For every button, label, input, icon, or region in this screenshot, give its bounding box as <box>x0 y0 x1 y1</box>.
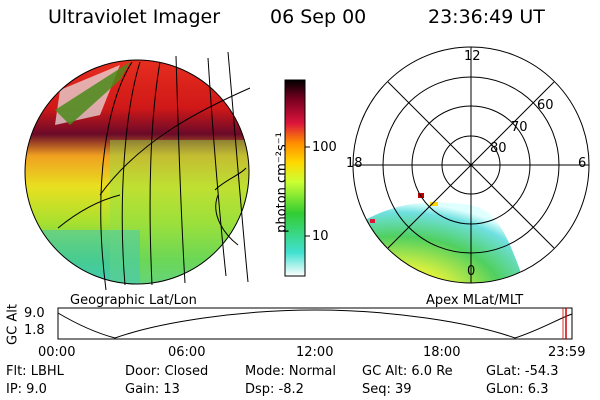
info-mode: Mode: Normal <box>245 364 336 379</box>
time-label: 23:36:49 UT <box>428 6 545 28</box>
mlt-label-6: 6 <box>578 156 587 171</box>
colorbar-tick-10: 10 <box>312 229 329 244</box>
timeline-axis-label: GC Alt <box>5 304 21 345</box>
info-dsp: Dsp: -8.2 <box>245 382 304 397</box>
colorbar-tick-100: 100 <box>312 140 337 155</box>
info-seq: Seq: 39 <box>362 382 412 397</box>
mlt-label-0: 0 <box>467 264 476 279</box>
timeline-ytick-high: 9.0 <box>24 306 45 321</box>
colorbar <box>284 79 310 277</box>
timeline-plot <box>57 307 573 340</box>
timeline-xtick-0000: 00:00 <box>38 345 76 360</box>
mlat-label-80: 80 <box>490 141 507 156</box>
right-panel-caption: Apex MLat/MLT <box>426 293 524 308</box>
date-label: 06 Sep 00 <box>270 6 367 28</box>
timeline-xtick-1800: 18:00 <box>423 345 461 360</box>
info-ip: IP: 9.0 <box>6 382 47 397</box>
timeline-xtick-0600: 06:00 <box>168 345 206 360</box>
timeline-xtick-1200: 12:00 <box>296 345 334 360</box>
mlt-label-18: 18 <box>346 156 363 171</box>
timeline-ytick-low: 1.8 <box>24 323 45 338</box>
left-panel-caption: Geographic Lat/Lon <box>70 293 197 308</box>
info-glon: GLon: 6.3 <box>486 382 549 397</box>
geographic-image <box>24 51 251 291</box>
info-door: Door: Closed <box>125 364 209 379</box>
mlat-label-70: 70 <box>511 120 528 135</box>
polar-image <box>352 46 590 284</box>
timeline-xtick-2359: 23:59 <box>548 345 586 360</box>
info-flt: Flt: LBHL <box>6 364 64 379</box>
instrument-title: Ultraviolet Imager <box>48 6 221 28</box>
mlt-label-12: 12 <box>464 49 481 64</box>
mlat-label-60: 60 <box>537 98 554 113</box>
info-gc-alt: GC Alt: 6.0 Re <box>362 364 453 379</box>
colorbar-unit-label: photon cm⁻²s⁻¹ <box>274 132 290 233</box>
info-glat: GLat: -54.3 <box>486 364 559 379</box>
info-gain: Gain: 13 <box>125 382 180 397</box>
